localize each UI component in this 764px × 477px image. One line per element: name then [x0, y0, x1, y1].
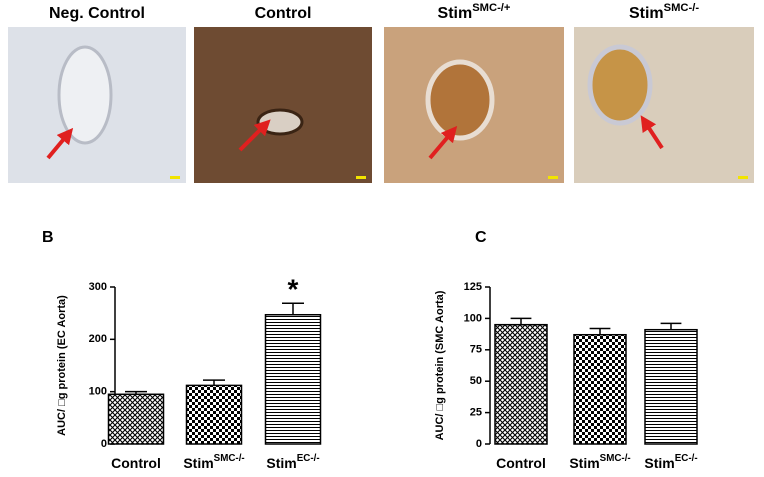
bar — [573, 333, 627, 445]
y-tick-label: 125 — [464, 281, 482, 293]
bar — [494, 323, 548, 445]
y-tick-label: 50 — [470, 375, 482, 387]
x-tick-label-superscript: EC-/- — [297, 453, 320, 464]
image-title-base: Neg. Control — [49, 5, 145, 22]
x-tick-label: StimEC-/- — [644, 453, 697, 471]
y-tick-label: 100 — [89, 386, 107, 398]
image-title-base: Stim — [629, 5, 664, 22]
y-tick-label: 300 — [89, 281, 107, 293]
x-tick-label: Control — [111, 455, 161, 471]
x-tick-label-superscript: SMC-/- — [214, 453, 245, 464]
x-tick-label: StimSMC-/- — [183, 453, 244, 471]
y-tick-label: 100 — [464, 312, 482, 324]
x-tick-label-base: Control — [496, 455, 546, 471]
image-title-base: Control — [255, 5, 312, 22]
panel-label: C — [475, 229, 487, 246]
image-title: StimSMC-/+ — [438, 2, 511, 22]
x-tick-label-superscript: SMC-/- — [600, 453, 631, 464]
image-title-superscript: SMC-/- — [664, 2, 700, 14]
panel-label: B — [42, 229, 54, 246]
x-tick-label-base: Stim — [644, 455, 674, 471]
image-title: StimSMC-/- — [629, 2, 699, 22]
x-tick-label-base: Stim — [266, 455, 296, 471]
x-tick-label-base: Stim — [569, 455, 599, 471]
x-tick-label: StimEC-/- — [266, 453, 319, 471]
significance-mark: * — [288, 274, 299, 305]
y-tick-label: 0 — [101, 438, 107, 450]
image-title: Neg. Control — [49, 5, 145, 22]
y-axis-label: AUC/ □g protein (EC Aorta) — [56, 295, 68, 436]
bar — [185, 384, 243, 445]
y-tick-label: 0 — [476, 438, 482, 450]
bar — [264, 313, 322, 445]
micrographs — [8, 27, 754, 183]
x-tick-label-base: Control — [111, 455, 161, 471]
bar — [644, 328, 698, 445]
y-axis-label: AUC/ □g protein (SMC Aorta) — [434, 290, 446, 440]
image-title-superscript: SMC-/+ — [472, 2, 511, 14]
x-tick-label-base: Stim — [183, 455, 213, 471]
image-title-base: Stim — [438, 5, 473, 22]
y-tick-label: 200 — [89, 333, 107, 345]
x-tick-label: Control — [496, 455, 546, 471]
x-tick-label: StimSMC-/- — [569, 453, 630, 471]
x-tick-label-superscript: EC-/- — [675, 453, 698, 464]
image-title: Control — [255, 5, 312, 22]
y-tick-label: 75 — [470, 344, 482, 356]
y-tick-label: 25 — [470, 407, 482, 419]
bar — [107, 393, 165, 445]
